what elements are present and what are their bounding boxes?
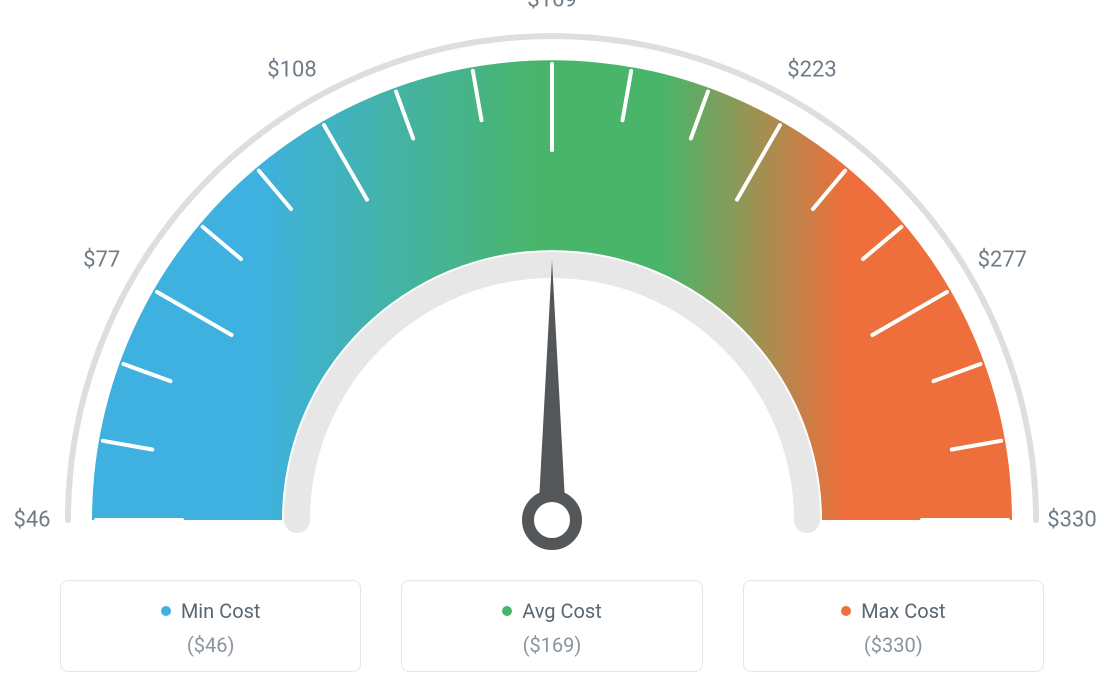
legend-card-min: Min Cost ($46): [60, 580, 361, 672]
legend-value-max: ($330): [764, 633, 1023, 657]
dot-max-icon: [841, 606, 851, 616]
legend-label-max: Max Cost: [861, 599, 946, 623]
gauge-tick-label: $108: [267, 57, 316, 82]
gauge-tick-label: $77: [83, 248, 120, 273]
legend-label-avg: Avg Cost: [522, 599, 602, 623]
legend-row: Min Cost ($46) Avg Cost ($169) Max Cost …: [0, 580, 1104, 672]
legend-title-max: Max Cost: [841, 599, 946, 623]
gauge-svg: [0, 0, 1104, 560]
gauge-tick-label: $277: [978, 248, 1027, 273]
gauge-tick-label: $169: [527, 0, 576, 13]
legend-label-min: Min Cost: [181, 599, 261, 623]
dot-avg-icon: [502, 606, 512, 616]
legend-card-max: Max Cost ($330): [743, 580, 1044, 672]
legend-card-avg: Avg Cost ($169): [401, 580, 702, 672]
gauge-tick-label: $330: [1047, 508, 1096, 533]
gauge-tick-label: $46: [13, 508, 50, 533]
gauge-chart: $46 $77 $108 $169 $223 $277 $330: [0, 0, 1104, 560]
dot-min-icon: [161, 606, 171, 616]
legend-value-avg: ($169): [422, 633, 681, 657]
gauge-tick-label: $223: [787, 57, 836, 82]
legend-title-avg: Avg Cost: [502, 599, 602, 623]
legend-title-min: Min Cost: [161, 599, 261, 623]
legend-value-min: ($46): [81, 633, 340, 657]
